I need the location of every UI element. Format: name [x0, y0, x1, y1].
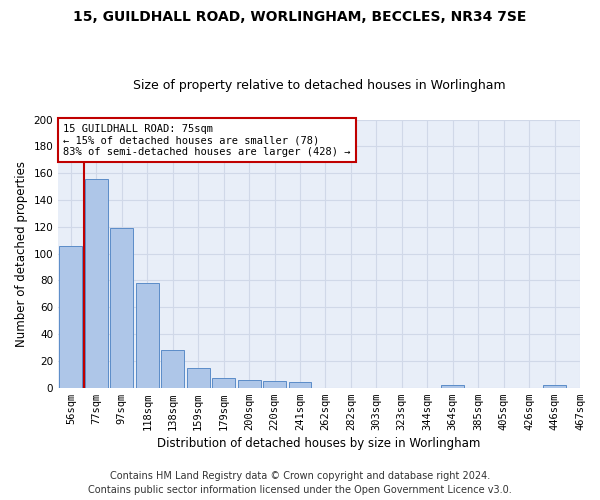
Bar — [136, 283, 159, 388]
Bar — [85, 178, 108, 388]
Bar — [543, 385, 566, 388]
Bar — [441, 385, 464, 388]
Bar — [238, 380, 260, 388]
Text: Contains HM Land Registry data © Crown copyright and database right 2024.
Contai: Contains HM Land Registry data © Crown c… — [88, 471, 512, 495]
Text: 15 GUILDHALL ROAD: 75sqm
← 15% of detached houses are smaller (78)
83% of semi-d: 15 GUILDHALL ROAD: 75sqm ← 15% of detach… — [64, 124, 351, 157]
Title: Size of property relative to detached houses in Worlingham: Size of property relative to detached ho… — [133, 79, 505, 92]
X-axis label: Distribution of detached houses by size in Worlingham: Distribution of detached houses by size … — [157, 437, 481, 450]
Bar — [263, 381, 286, 388]
Bar — [289, 382, 311, 388]
Bar — [59, 246, 82, 388]
Text: 15, GUILDHALL ROAD, WORLINGHAM, BECCLES, NR34 7SE: 15, GUILDHALL ROAD, WORLINGHAM, BECCLES,… — [73, 10, 527, 24]
Bar — [110, 228, 133, 388]
Bar — [187, 368, 209, 388]
Bar — [212, 378, 235, 388]
Y-axis label: Number of detached properties: Number of detached properties — [15, 160, 28, 346]
Bar — [161, 350, 184, 388]
